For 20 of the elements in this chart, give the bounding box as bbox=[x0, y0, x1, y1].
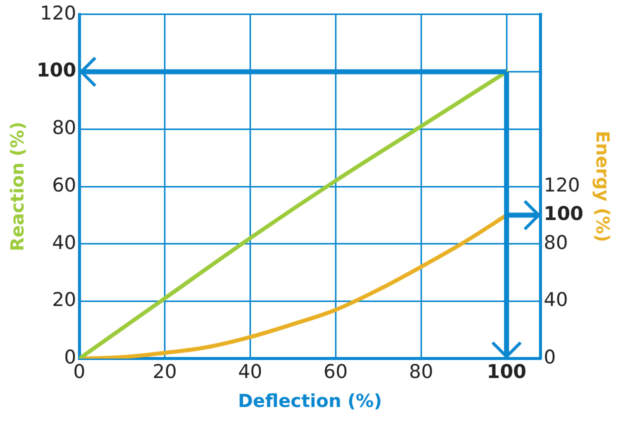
y2-tick-label: 0 bbox=[544, 346, 556, 369]
y2-tick-label: 80 bbox=[544, 232, 568, 254]
y2-tick-label: 100 bbox=[544, 203, 584, 226]
y-tick-label: 120 bbox=[40, 2, 76, 24]
x-tick-label: 80 bbox=[409, 360, 434, 383]
line-series bbox=[79, 70, 509, 359]
x-axis-title: Deflection (%) bbox=[238, 390, 382, 412]
y-tick-label: 80 bbox=[52, 117, 76, 140]
y-tick-label: 60 bbox=[52, 174, 76, 196]
y-tick-label: 40 bbox=[52, 232, 76, 254]
y-tick-label: 100 bbox=[36, 60, 76, 82]
x-tick-label: 100 bbox=[486, 360, 526, 383]
y-tick-label: 20 bbox=[52, 289, 76, 312]
y2-tick-label: 120 bbox=[544, 174, 580, 196]
y2-tick-label: 40 bbox=[544, 289, 568, 312]
x-tick-label: 20 bbox=[152, 360, 177, 383]
y2-axis-title: Energy (%) bbox=[592, 130, 613, 242]
x-tick-label: 40 bbox=[238, 360, 262, 383]
x-tick-label: 60 bbox=[324, 360, 348, 383]
y-axis-title: Reaction (%) bbox=[7, 122, 28, 252]
